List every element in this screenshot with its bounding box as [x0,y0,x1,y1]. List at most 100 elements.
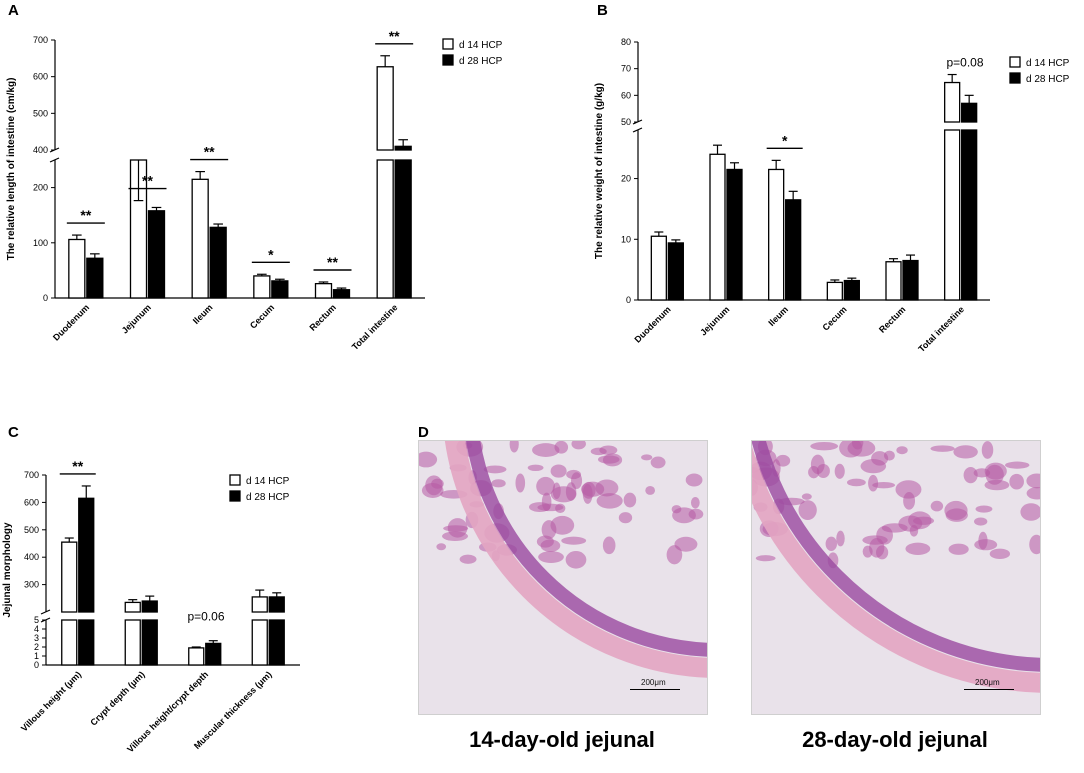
x-tick-label: Ileum [766,304,790,328]
y-tick-label: 700 [24,470,39,480]
legend-swatch [1009,72,1021,84]
lumen-cell [808,466,820,479]
lumen-cell [1029,534,1040,555]
bar [251,619,268,666]
bar [667,242,684,301]
lumen-cell [597,455,620,464]
x-tick-label: Total intestine [350,302,400,352]
caption-14-day: 14-day-old jejunal [469,727,655,752]
bar [188,647,205,666]
y-tick-label: 500 [24,525,39,535]
lumen-cell [868,474,879,492]
legend-label: d 14 HCP [246,476,290,487]
lumen-cell [650,456,666,469]
y-tick-label: 20 [621,174,631,184]
bar [376,159,394,299]
lumen-cell [1009,473,1024,490]
legend-swatch [229,490,241,502]
lumen-cell [816,463,830,479]
y-tick-label: 2 [34,642,39,652]
lumen-cell [836,530,845,547]
significance-marker: ** [142,173,153,189]
y-tick-label: 200 [33,183,48,193]
x-tick-label: Cecum [820,304,848,332]
bar [650,235,667,301]
lumen-cell [905,542,931,555]
legend-label: d 28 HCP [246,492,290,503]
bar [826,281,843,301]
bar [147,210,166,299]
scale-label-right: 200μm [975,678,1000,687]
caption-28-day: 28-day-old jejunal [802,727,988,752]
axis-break-mark [49,157,60,163]
lumen-cell [688,508,704,520]
y-tick-label: 0 [626,295,631,305]
lumen-cell [571,441,586,450]
lumen-cell [491,479,506,488]
bar [209,226,227,299]
legend-swatch [442,54,454,66]
panel-label-c: C [8,424,19,441]
bar [332,289,351,299]
lumen-cell [895,480,922,499]
bar [124,601,141,613]
lumen-cell [944,500,968,521]
lumen-cell [981,441,994,459]
lumen-cell [436,543,447,551]
lumen-cell [538,551,564,563]
scale-label-left: 200μm [641,678,666,687]
y-tick-label: 500 [33,108,48,118]
x-tick-label: Rectum [877,304,907,334]
y-tick-label: 400 [33,145,48,155]
y-tick-label: 600 [24,497,39,507]
bar [124,619,141,666]
lumen-cell [775,454,791,467]
y-tick-label: 4 [34,624,39,634]
lumen-cell [1026,487,1040,500]
legend-swatch [442,38,454,50]
lumen-cell [540,539,561,552]
bar [902,259,919,301]
lumen-cell [847,441,876,457]
bar [726,168,743,301]
lumen-cell [930,500,944,512]
legend-label: d 28 HCP [1026,74,1070,85]
lumen-cell [875,545,889,560]
y-tick-label: 5 [34,615,39,625]
lumen-cell [447,518,468,538]
significance-marker: ** [72,458,83,474]
bar [61,619,78,666]
chart-a-relative-length: 0 100 200 400 500 600 700 The relative length o… [6,28,503,352]
lumen-cell [948,543,969,555]
bar [768,168,785,301]
lumen-cell [978,531,988,550]
y-tick-label: 80 [621,37,631,47]
lumen-cell [483,465,507,474]
lumen-cell [1026,473,1040,489]
legend-label: d 14 HCP [459,40,503,51]
bar [78,497,95,613]
y-tick-label: 0 [34,660,39,670]
bar [141,619,158,666]
micrograph-14-day [418,440,708,715]
lumen-cell [532,443,560,457]
lumen-cell [565,550,587,569]
x-tick-label: Total intestine [916,304,966,354]
lumen-cell [536,476,555,496]
x-tick-label: Crypt depth (μm) [88,669,146,727]
lumen-cell [419,451,438,468]
lumen-cell [602,536,616,555]
x-tick-label: Cecum [248,302,276,330]
lumen-cell [801,493,812,500]
lumen-cell [825,536,837,552]
bar [141,600,158,613]
y-tick-label: 70 [621,64,631,74]
bar [314,282,333,299]
bar [944,129,961,301]
bar [205,642,222,666]
y-tick-label: 60 [621,90,631,100]
lumen-cell [674,536,698,552]
x-tick-label: Jejunum [698,304,731,337]
axis-break-mark [40,609,51,615]
lumen-cell [596,493,623,509]
